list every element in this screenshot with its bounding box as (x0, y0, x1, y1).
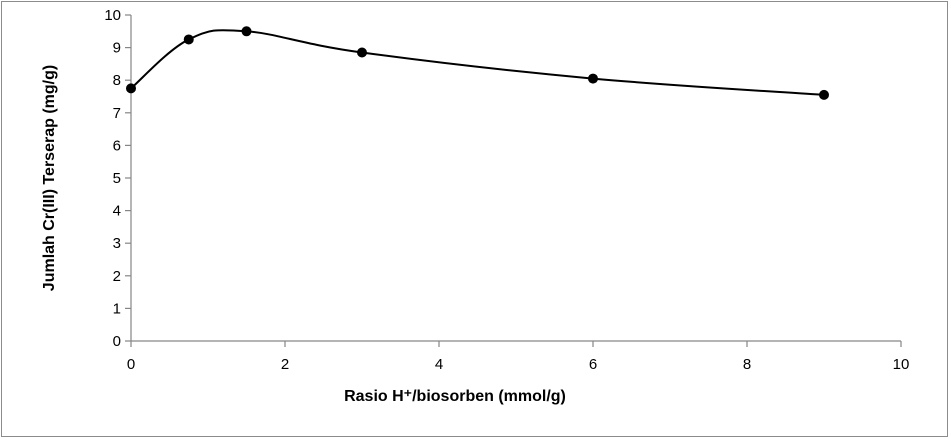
chart-axes (125, 14, 902, 347)
y-tick-label: 8 (113, 72, 121, 89)
data-point (819, 89, 829, 100)
data-point (126, 83, 136, 94)
y-tick-label: 9 (113, 40, 121, 57)
y-tick-label: 2 (113, 268, 121, 285)
x-tick-label: 10 (893, 356, 910, 373)
y-tick-label: 7 (113, 105, 121, 122)
data-point (588, 73, 598, 84)
data-point (183, 34, 194, 45)
x-tick-label: 6 (589, 356, 597, 373)
data-points (126, 26, 829, 100)
y-tick-label: 6 (113, 137, 121, 154)
y-tick-label: 0 (113, 333, 121, 350)
y-axis-title: Jumlah Cr(III) Terserap (mg/g) (41, 65, 58, 291)
tick-labels: 0 1 2 3 4 5 6 7 8 9 10 0 2 4 6 8 10 (104, 7, 909, 373)
y-tick-label: 3 (113, 235, 121, 252)
data-point (241, 26, 252, 37)
x-tick-label: 4 (435, 356, 443, 373)
data-point (357, 47, 367, 58)
x-tick-label: 0 (127, 356, 135, 373)
y-tick-label: 10 (104, 7, 121, 24)
x-axis-title: Rasio H⁺/biosorben (mmol/g) (344, 388, 566, 405)
y-tick-label: 5 (113, 170, 121, 187)
y-tick-label: 4 (113, 203, 121, 220)
x-tick-label: 2 (281, 356, 289, 373)
y-tick-label: 1 (113, 300, 121, 317)
x-tick-label: 8 (743, 356, 751, 373)
series-line (130, 29, 825, 96)
